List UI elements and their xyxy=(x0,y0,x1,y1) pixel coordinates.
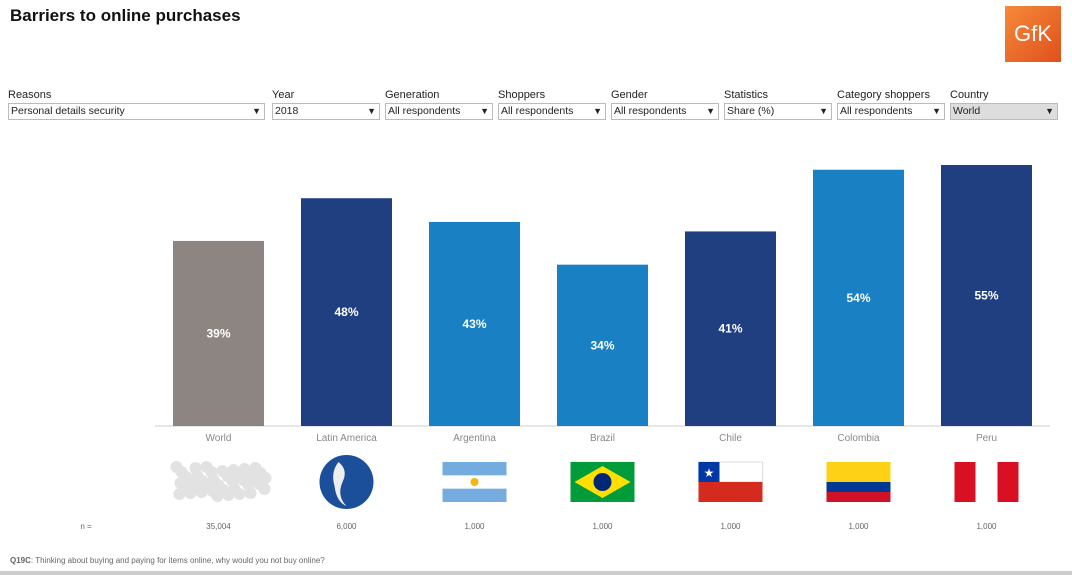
filter-dropdown[interactable]: All respondents ▼ xyxy=(837,103,945,120)
filter-category-shoppers: Category shoppers All respondents ▼ xyxy=(837,89,945,120)
filter-value: All respondents xyxy=(840,105,913,117)
data-label: 54% xyxy=(846,291,870,305)
category-label: Brazil xyxy=(590,433,615,444)
svg-text:★: ★ xyxy=(704,466,715,480)
category-label: Latin America xyxy=(316,433,377,444)
world-map-flag-icon xyxy=(170,461,272,502)
data-label: 48% xyxy=(334,305,358,319)
chevron-down-icon[interactable]: ▼ xyxy=(819,106,828,116)
category-label: Argentina xyxy=(453,433,496,444)
data-label: 43% xyxy=(462,317,486,331)
bar-argentina[interactable] xyxy=(429,221,520,426)
filter-icon[interactable]: ▼ xyxy=(1045,106,1054,116)
filter-dropdown[interactable]: All respondents ▼ xyxy=(611,103,719,120)
filter-value: 2018 xyxy=(275,105,299,117)
data-label: 39% xyxy=(206,326,230,340)
filter-value: World xyxy=(953,105,981,117)
n-value: 1,000 xyxy=(592,522,613,531)
country-filter-input[interactable]: World ▼ xyxy=(950,103,1058,120)
filter-year: Year 2018 ▼ xyxy=(272,89,380,120)
filter-country: Country World ▼ xyxy=(950,89,1058,120)
filter-label: Gender xyxy=(611,89,648,101)
chevron-down-icon[interactable]: ▼ xyxy=(252,106,261,116)
filter-value: All respondents xyxy=(614,105,687,117)
question-code: Q19C xyxy=(10,556,31,565)
colombia-flag-icon xyxy=(826,462,891,502)
filter-label: Reasons xyxy=(8,89,52,101)
data-label: 55% xyxy=(974,289,998,303)
chevron-down-icon[interactable]: ▼ xyxy=(480,106,489,116)
filter-value: Share (%) xyxy=(727,105,775,117)
page-title: Barriers to online purchases xyxy=(10,6,241,25)
n-value: 1,000 xyxy=(976,522,997,531)
filter-reasons: Reasons Personal details security ▼ xyxy=(8,89,265,120)
n-value: 1,000 xyxy=(720,522,741,531)
filter-dropdown[interactable]: Share (%) ▼ xyxy=(724,103,832,120)
data-label: 34% xyxy=(590,338,614,352)
question-text: : Thinking about buying and paying for i… xyxy=(30,556,325,565)
filter-value: All respondents xyxy=(388,105,461,117)
bar-world[interactable] xyxy=(173,240,264,426)
filter-dropdown[interactable]: 2018 ▼ xyxy=(272,103,380,120)
filter-shoppers: Shoppers All respondents ▼ xyxy=(498,89,606,120)
category-label: Colombia xyxy=(837,433,880,444)
divider xyxy=(0,571,1072,575)
chile-flag-icon: ★ xyxy=(698,461,763,502)
filter-label: Generation xyxy=(385,89,440,101)
filter-value: Personal details security xyxy=(11,105,125,117)
filter-gender: Gender All respondents ▼ xyxy=(611,89,719,120)
bar-chile[interactable] xyxy=(685,231,776,426)
bar-latin-america[interactable] xyxy=(301,198,392,426)
chevron-down-icon[interactable]: ▼ xyxy=(367,106,376,116)
filter-dropdown[interactable]: All respondents ▼ xyxy=(498,103,606,120)
n-label: n = xyxy=(80,522,92,531)
filter-label: Year xyxy=(272,89,295,101)
n-value: 1,000 xyxy=(848,522,869,531)
brazil-flag-icon xyxy=(570,462,635,502)
category-label: Chile xyxy=(719,433,742,444)
n-value: 6,000 xyxy=(336,522,357,531)
n-value: 35,004 xyxy=(206,522,231,531)
filter-label: Statistics xyxy=(724,89,769,101)
filter-generation: Generation All respondents ▼ xyxy=(385,89,493,120)
bar-colombia[interactable] xyxy=(813,169,904,426)
filter-dropdown[interactable]: Personal details security ▼ xyxy=(8,103,265,120)
filter-label: Shoppers xyxy=(498,89,546,101)
n-value: 1,000 xyxy=(464,522,485,531)
bar-peru[interactable] xyxy=(941,165,1032,426)
data-label: 41% xyxy=(718,322,742,336)
chevron-down-icon[interactable]: ▼ xyxy=(932,106,941,116)
bar-brazil[interactable] xyxy=(557,264,648,426)
category-label: Peru xyxy=(976,433,997,444)
chevron-down-icon[interactable]: ▼ xyxy=(706,106,715,116)
peru-flag-icon xyxy=(954,462,1019,502)
filter-label: Category shoppers xyxy=(837,89,930,101)
footer-question: Q19C: Thinking about buying and paying f… xyxy=(10,556,325,565)
argentina-flag-icon xyxy=(442,462,507,502)
chevron-down-icon[interactable]: ▼ xyxy=(593,106,602,116)
gfk-logo: GfK xyxy=(1005,6,1061,62)
filter-label: Country xyxy=(950,89,989,101)
filter-value: All respondents xyxy=(501,105,574,117)
filter-dropdown[interactable]: All respondents ▼ xyxy=(385,103,493,120)
category-label: World xyxy=(206,433,232,444)
globe-flag-icon xyxy=(319,455,374,509)
filter-statistics: Statistics Share (%) ▼ xyxy=(724,89,832,120)
